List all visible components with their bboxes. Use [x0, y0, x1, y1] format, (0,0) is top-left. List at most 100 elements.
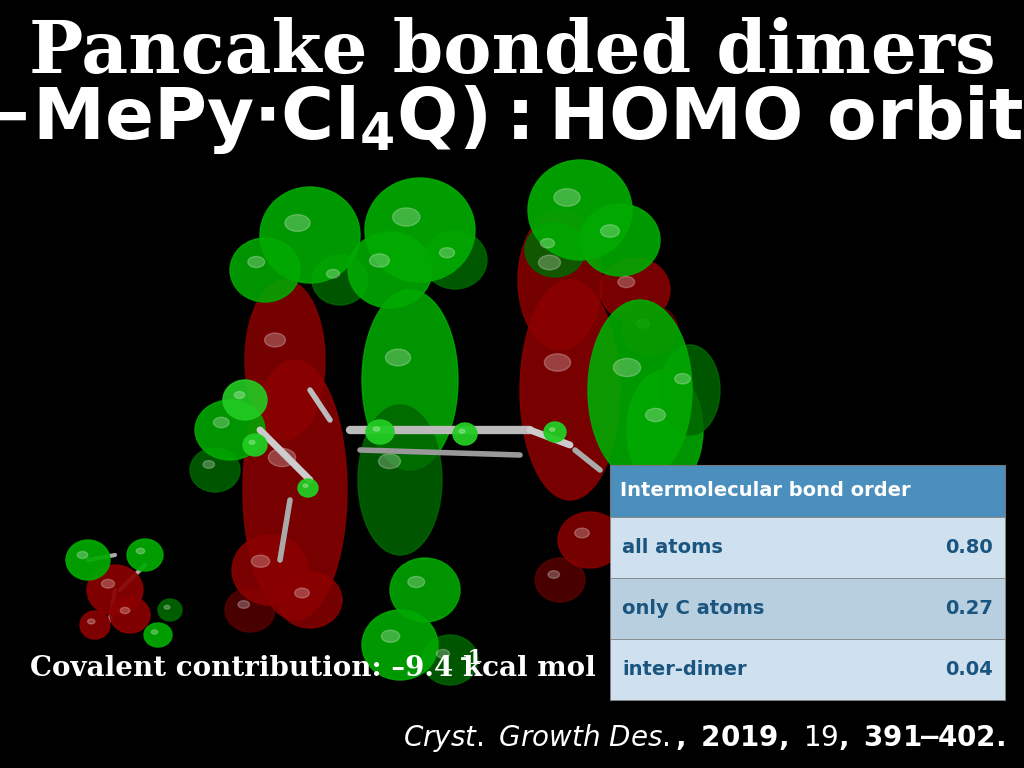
Ellipse shape [285, 214, 310, 231]
Ellipse shape [574, 528, 590, 538]
Ellipse shape [408, 577, 425, 588]
Ellipse shape [362, 290, 458, 470]
Ellipse shape [365, 178, 475, 282]
Ellipse shape [520, 280, 620, 500]
Ellipse shape [238, 601, 250, 608]
Text: Pancake bonded dimers: Pancake bonded dimers [29, 16, 995, 88]
Ellipse shape [268, 449, 296, 467]
Ellipse shape [548, 571, 559, 578]
Ellipse shape [381, 630, 399, 642]
Ellipse shape [660, 345, 720, 435]
Ellipse shape [136, 548, 144, 554]
Ellipse shape [225, 588, 275, 632]
Ellipse shape [545, 354, 570, 371]
Ellipse shape [223, 380, 267, 420]
Ellipse shape [588, 300, 692, 480]
Ellipse shape [251, 555, 269, 568]
Ellipse shape [645, 409, 666, 422]
Ellipse shape [66, 540, 110, 580]
Ellipse shape [190, 448, 240, 492]
Ellipse shape [580, 204, 660, 276]
Text: 0.27: 0.27 [945, 599, 993, 618]
Ellipse shape [423, 231, 487, 289]
Ellipse shape [453, 423, 477, 445]
Ellipse shape [358, 405, 442, 555]
Ellipse shape [622, 305, 678, 355]
Ellipse shape [243, 434, 267, 456]
Ellipse shape [303, 484, 308, 488]
Text: $\bf{(}$$\it{N}$$\bf{-MePy{\cdot}Cl_4Q): HOMO\ orbitals}$: $\bf{(}$$\it{N}$$\bf{-MePy{\cdot}Cl_4Q):… [0, 84, 1024, 157]
Bar [610, 639, 1005, 700]
Bar [610, 465, 1005, 517]
Ellipse shape [362, 610, 438, 680]
Text: inter-dimer: inter-dimer [622, 660, 746, 679]
Ellipse shape [600, 258, 670, 322]
Bar [610, 578, 1005, 639]
Ellipse shape [554, 189, 581, 207]
Ellipse shape [203, 461, 214, 468]
Ellipse shape [120, 607, 130, 614]
Ellipse shape [528, 160, 632, 260]
Ellipse shape [144, 623, 172, 647]
Ellipse shape [392, 208, 420, 226]
Ellipse shape [80, 611, 110, 639]
Ellipse shape [627, 370, 703, 490]
Ellipse shape [295, 588, 309, 598]
Ellipse shape [127, 539, 163, 571]
Ellipse shape [327, 270, 340, 278]
Ellipse shape [436, 650, 450, 658]
Ellipse shape [234, 392, 245, 399]
Ellipse shape [278, 572, 342, 628]
Ellipse shape [637, 319, 649, 328]
Ellipse shape [370, 254, 389, 267]
Ellipse shape [88, 619, 95, 624]
Ellipse shape [541, 239, 555, 248]
Ellipse shape [101, 579, 115, 588]
Ellipse shape [535, 558, 585, 602]
Ellipse shape [77, 551, 88, 558]
Ellipse shape [158, 599, 182, 621]
Ellipse shape [245, 280, 325, 440]
Ellipse shape [152, 630, 158, 634]
Ellipse shape [164, 605, 170, 609]
Ellipse shape [243, 360, 347, 620]
Ellipse shape [230, 238, 300, 302]
Ellipse shape [613, 359, 641, 376]
Ellipse shape [195, 400, 265, 460]
Ellipse shape [600, 225, 620, 237]
Text: -1: -1 [460, 648, 483, 668]
Ellipse shape [390, 558, 460, 622]
Ellipse shape [374, 427, 380, 431]
Ellipse shape [87, 565, 143, 615]
Text: 0.04: 0.04 [945, 660, 993, 679]
Ellipse shape [348, 232, 432, 308]
Text: all atoms: all atoms [622, 538, 723, 557]
Ellipse shape [249, 440, 255, 444]
Ellipse shape [558, 512, 622, 568]
Text: Covalent contribution: –9.4 kcal mol: Covalent contribution: –9.4 kcal mol [30, 654, 596, 681]
Ellipse shape [439, 247, 455, 258]
Text: $\mathit{Cryst.\ Growth\ Des.}$$\bf{,\ 2019,\ }$$\mathit{19}$$\bf{,\ 391\!\!-\!\: $\mathit{Cryst.\ Growth\ Des.}$$\bf{,\ 2… [403, 722, 1005, 754]
Ellipse shape [264, 333, 286, 347]
Ellipse shape [525, 223, 585, 277]
Bar [610, 517, 1005, 578]
Ellipse shape [366, 420, 394, 444]
Text: 0.80: 0.80 [945, 538, 993, 557]
Text: only C atoms: only C atoms [622, 599, 764, 618]
Ellipse shape [232, 535, 308, 605]
Ellipse shape [459, 429, 465, 433]
Ellipse shape [617, 276, 635, 287]
Ellipse shape [110, 597, 150, 633]
Ellipse shape [675, 373, 690, 384]
Ellipse shape [260, 187, 360, 283]
Ellipse shape [518, 210, 602, 350]
Ellipse shape [379, 454, 400, 468]
Ellipse shape [385, 349, 411, 366]
Ellipse shape [539, 255, 560, 270]
Ellipse shape [422, 635, 478, 685]
Text: Intermolecular bond order: Intermolecular bond order [620, 482, 910, 501]
Ellipse shape [213, 417, 229, 428]
Ellipse shape [544, 422, 566, 442]
Ellipse shape [550, 428, 555, 432]
Ellipse shape [312, 255, 368, 305]
